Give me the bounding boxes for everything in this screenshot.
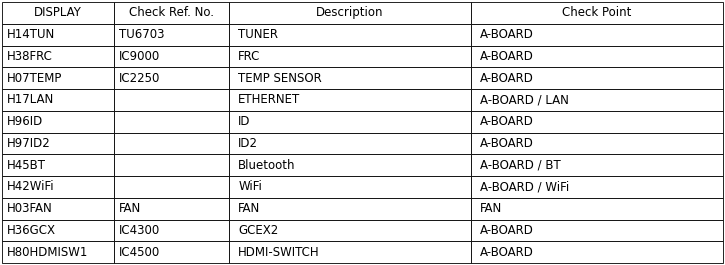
Text: IC2250: IC2250 xyxy=(119,72,161,85)
Bar xyxy=(2,132,114,154)
Bar xyxy=(2,219,114,241)
Text: ID2: ID2 xyxy=(239,137,258,150)
Bar xyxy=(229,176,471,198)
Text: HDMI-SWITCH: HDMI-SWITCH xyxy=(239,246,320,259)
Text: H42WiFi: H42WiFi xyxy=(7,180,55,193)
Bar xyxy=(471,46,723,67)
Text: A-BOARD: A-BOARD xyxy=(480,115,534,128)
Bar xyxy=(2,176,114,198)
Text: H14TUN: H14TUN xyxy=(7,28,56,41)
Bar xyxy=(471,241,723,263)
Text: FAN: FAN xyxy=(239,202,260,215)
Bar xyxy=(471,2,723,24)
Bar xyxy=(2,46,114,67)
Bar xyxy=(471,176,723,198)
Text: Bluetooth: Bluetooth xyxy=(239,159,296,172)
Bar xyxy=(471,154,723,176)
Text: A-BOARD / WiFi: A-BOARD / WiFi xyxy=(480,180,569,193)
Bar xyxy=(114,111,229,132)
Text: Description: Description xyxy=(316,6,384,19)
Bar xyxy=(471,67,723,89)
Text: ID: ID xyxy=(239,115,251,128)
Bar xyxy=(229,67,471,89)
Bar xyxy=(229,241,471,263)
Text: FRC: FRC xyxy=(239,50,261,63)
Bar xyxy=(114,67,229,89)
Bar xyxy=(114,132,229,154)
Text: GCEX2: GCEX2 xyxy=(239,224,278,237)
Text: H45BT: H45BT xyxy=(7,159,46,172)
Bar xyxy=(229,154,471,176)
Text: IC4300: IC4300 xyxy=(119,224,160,237)
Bar xyxy=(114,24,229,46)
Text: WiFi: WiFi xyxy=(239,180,262,193)
Bar xyxy=(471,132,723,154)
Text: H80HDMISW1: H80HDMISW1 xyxy=(7,246,88,259)
Text: A-BOARD: A-BOARD xyxy=(480,28,534,41)
Bar xyxy=(114,2,229,24)
Bar xyxy=(229,219,471,241)
Text: ETHERNET: ETHERNET xyxy=(239,93,301,106)
Text: DISPLAY: DISPLAY xyxy=(34,6,82,19)
Text: A-BOARD: A-BOARD xyxy=(480,72,534,85)
Text: A-BOARD / LAN: A-BOARD / LAN xyxy=(480,93,569,106)
Text: TEMP SENSOR: TEMP SENSOR xyxy=(239,72,322,85)
Bar xyxy=(114,198,229,219)
Text: TU6703: TU6703 xyxy=(119,28,165,41)
Bar xyxy=(2,198,114,219)
Bar xyxy=(2,111,114,132)
Bar xyxy=(2,241,114,263)
Text: H36GCX: H36GCX xyxy=(7,224,57,237)
Text: FAN: FAN xyxy=(119,202,141,215)
Text: Check Point: Check Point xyxy=(562,6,631,19)
Text: IC9000: IC9000 xyxy=(119,50,160,63)
Text: H38FRC: H38FRC xyxy=(7,50,53,63)
Bar xyxy=(114,219,229,241)
Bar xyxy=(2,24,114,46)
Text: A-BOARD: A-BOARD xyxy=(480,246,534,259)
Bar xyxy=(229,198,471,219)
Bar xyxy=(229,2,471,24)
Bar xyxy=(229,132,471,154)
Bar xyxy=(2,2,114,24)
Text: H96ID: H96ID xyxy=(7,115,44,128)
Bar xyxy=(471,198,723,219)
Bar xyxy=(114,154,229,176)
Text: A-BOARD: A-BOARD xyxy=(480,137,534,150)
Text: H07TEMP: H07TEMP xyxy=(7,72,63,85)
Text: H97ID2: H97ID2 xyxy=(7,137,51,150)
Text: FAN: FAN xyxy=(480,202,502,215)
Text: A-BOARD / BT: A-BOARD / BT xyxy=(480,159,561,172)
Text: TUNER: TUNER xyxy=(239,28,278,41)
Text: A-BOARD: A-BOARD xyxy=(480,224,534,237)
Text: Check Ref. No.: Check Ref. No. xyxy=(129,6,214,19)
Text: H17LAN: H17LAN xyxy=(7,93,54,106)
Bar xyxy=(471,24,723,46)
Bar xyxy=(471,89,723,111)
Bar xyxy=(2,154,114,176)
Bar xyxy=(2,89,114,111)
Bar xyxy=(114,89,229,111)
Bar xyxy=(2,67,114,89)
Bar xyxy=(229,111,471,132)
Bar xyxy=(229,46,471,67)
Bar xyxy=(114,46,229,67)
Text: A-BOARD: A-BOARD xyxy=(480,50,534,63)
Text: H03FAN: H03FAN xyxy=(7,202,53,215)
Text: IC4500: IC4500 xyxy=(119,246,160,259)
Bar xyxy=(229,24,471,46)
Bar xyxy=(114,176,229,198)
Bar xyxy=(471,219,723,241)
Bar xyxy=(471,111,723,132)
Bar xyxy=(114,241,229,263)
Bar xyxy=(229,89,471,111)
